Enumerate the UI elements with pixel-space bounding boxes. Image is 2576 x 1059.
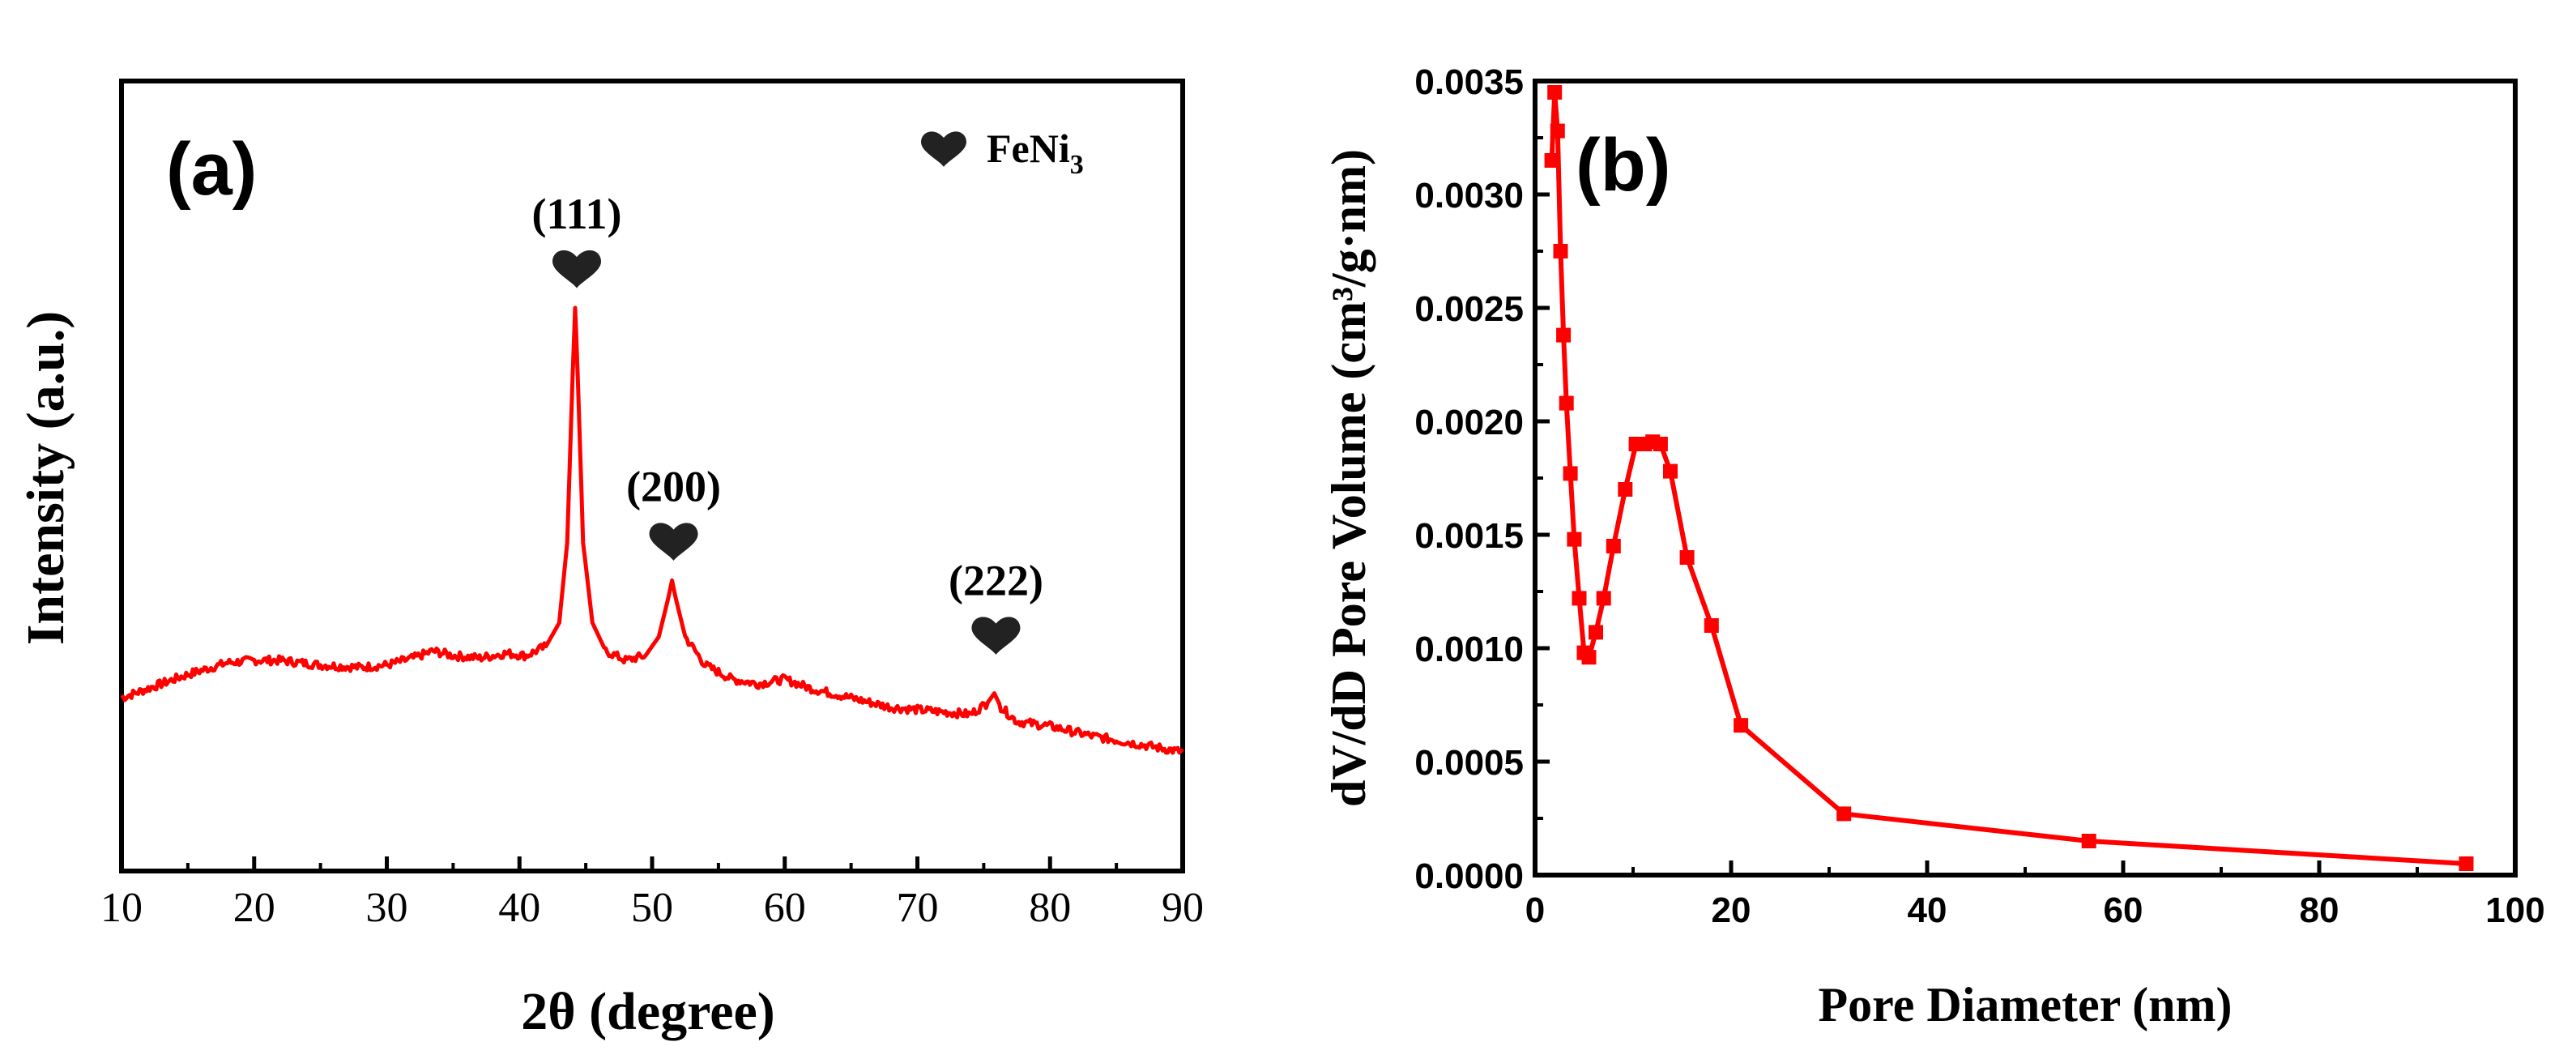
data-point-square: [1547, 85, 1563, 100]
panel-b-letter: (b): [1576, 124, 1670, 207]
panel-a-series: [120, 305, 1184, 755]
legend-subscript: 3: [1070, 150, 1084, 180]
y-tick-label: 0.0025: [1414, 289, 1524, 329]
x-tick-label: 80: [1029, 885, 1071, 931]
x-tick-label: 90: [1162, 885, 1204, 931]
data-point-square: [1606, 539, 1621, 553]
x-tick-label: 70: [897, 885, 939, 931]
y-tick-label: 0.0035: [1414, 62, 1524, 102]
data-point-square: [1559, 395, 1574, 411]
y-tick-label: 0.0010: [1414, 630, 1524, 669]
x-tick-label: 20: [1712, 890, 1751, 930]
data-point-square: [1553, 244, 1568, 258]
peak-heart-icon: [552, 250, 602, 288]
panel-b-y-axis-title: dV/dD Pore Volume (cm³/g·nm): [1322, 149, 1375, 807]
data-point-square: [2459, 856, 2474, 871]
peak-heart-icon: [649, 523, 698, 562]
panel-a-legend: FeNi3: [921, 126, 1084, 180]
x-tick-label: 40: [498, 885, 540, 931]
data-point-square: [1653, 437, 1668, 451]
panel-b-axis-ticks: 0 20 40 60 80 100 0.0000 0.0005 0.0010 0.0015 0.00…: [1414, 62, 2544, 930]
peak-label: (222): [949, 556, 1043, 604]
data-point-square: [1589, 625, 1603, 640]
x-tick-label: 60: [2104, 890, 2143, 930]
panel-a-x-ticks: 10 20 30 40 50 60 70 80 90: [100, 856, 1204, 931]
data-point-square: [1572, 591, 1587, 606]
x-tick-label: 20: [233, 885, 275, 931]
pore-series-line: [1549, 90, 2467, 866]
data-point-square: [1836, 806, 1852, 822]
y-tick-label: 0.0015: [1414, 516, 1524, 556]
data-point-square: [1556, 327, 1572, 343]
x-tick-label: 10: [100, 885, 143, 931]
y-tick-label: 0.0005: [1414, 743, 1524, 783]
data-point-square: [1544, 153, 1559, 168]
panel-a-y-axis-title: Intensity (a.u.): [16, 311, 75, 646]
panel-b-x-axis-title: Pore Diameter (nm): [1819, 978, 2233, 1031]
x-tick-label: 100: [2485, 890, 2544, 930]
x-tick-label: 0: [1525, 890, 1545, 930]
y-tick-label: 0.0000: [1414, 856, 1524, 896]
data-point-square: [1550, 123, 1565, 139]
panel-a-x-axis-title: 2θ (degree): [521, 982, 775, 1041]
data-point-square: [1734, 718, 1749, 733]
x-tick-label: 60: [764, 885, 806, 931]
peak-label: (200): [626, 462, 721, 510]
panel-a-letter: (a): [166, 128, 257, 211]
x-tick-label: 30: [366, 885, 408, 931]
peak-label: (111): [532, 190, 622, 238]
xrd-series-line: [120, 305, 1184, 755]
panel-a: 10 20 30 40 50 60 70 80 90 (111) (200) (222) (a) F…: [16, 79, 1204, 1041]
panel-b: 0 20 40 60 80 100 0.0000 0.0005 0.0010 0.0015 0.00…: [1322, 62, 2545, 1031]
y-tick-label: 0.0020: [1414, 403, 1524, 442]
data-point-square: [1663, 463, 1678, 479]
legend-label: FeNi: [987, 126, 1070, 171]
heart-icon: [921, 131, 966, 167]
svg-text:FeNi3: FeNi3: [987, 126, 1084, 180]
peak-heart-icon: [971, 617, 1021, 655]
data-point-square: [1581, 650, 1597, 665]
data-point-square: [1618, 482, 1633, 497]
panel-a-peak-labels: (111) (200) (222): [532, 190, 1043, 655]
data-point-square: [2081, 834, 2096, 848]
y-tick-label: 0.0030: [1414, 176, 1524, 216]
data-point-square: [1704, 618, 1719, 633]
x-tick-label: 80: [2300, 890, 2339, 930]
data-point-square: [1567, 532, 1582, 547]
data-point-square: [1679, 550, 1695, 565]
panel-b-frame: [1533, 79, 2518, 878]
data-point-square: [1596, 591, 1611, 606]
data-point-square: [1563, 466, 1578, 481]
x-tick-label: 50: [631, 885, 673, 931]
panel-b-series: [1544, 85, 2474, 871]
x-tick-label: 40: [1908, 890, 1947, 930]
